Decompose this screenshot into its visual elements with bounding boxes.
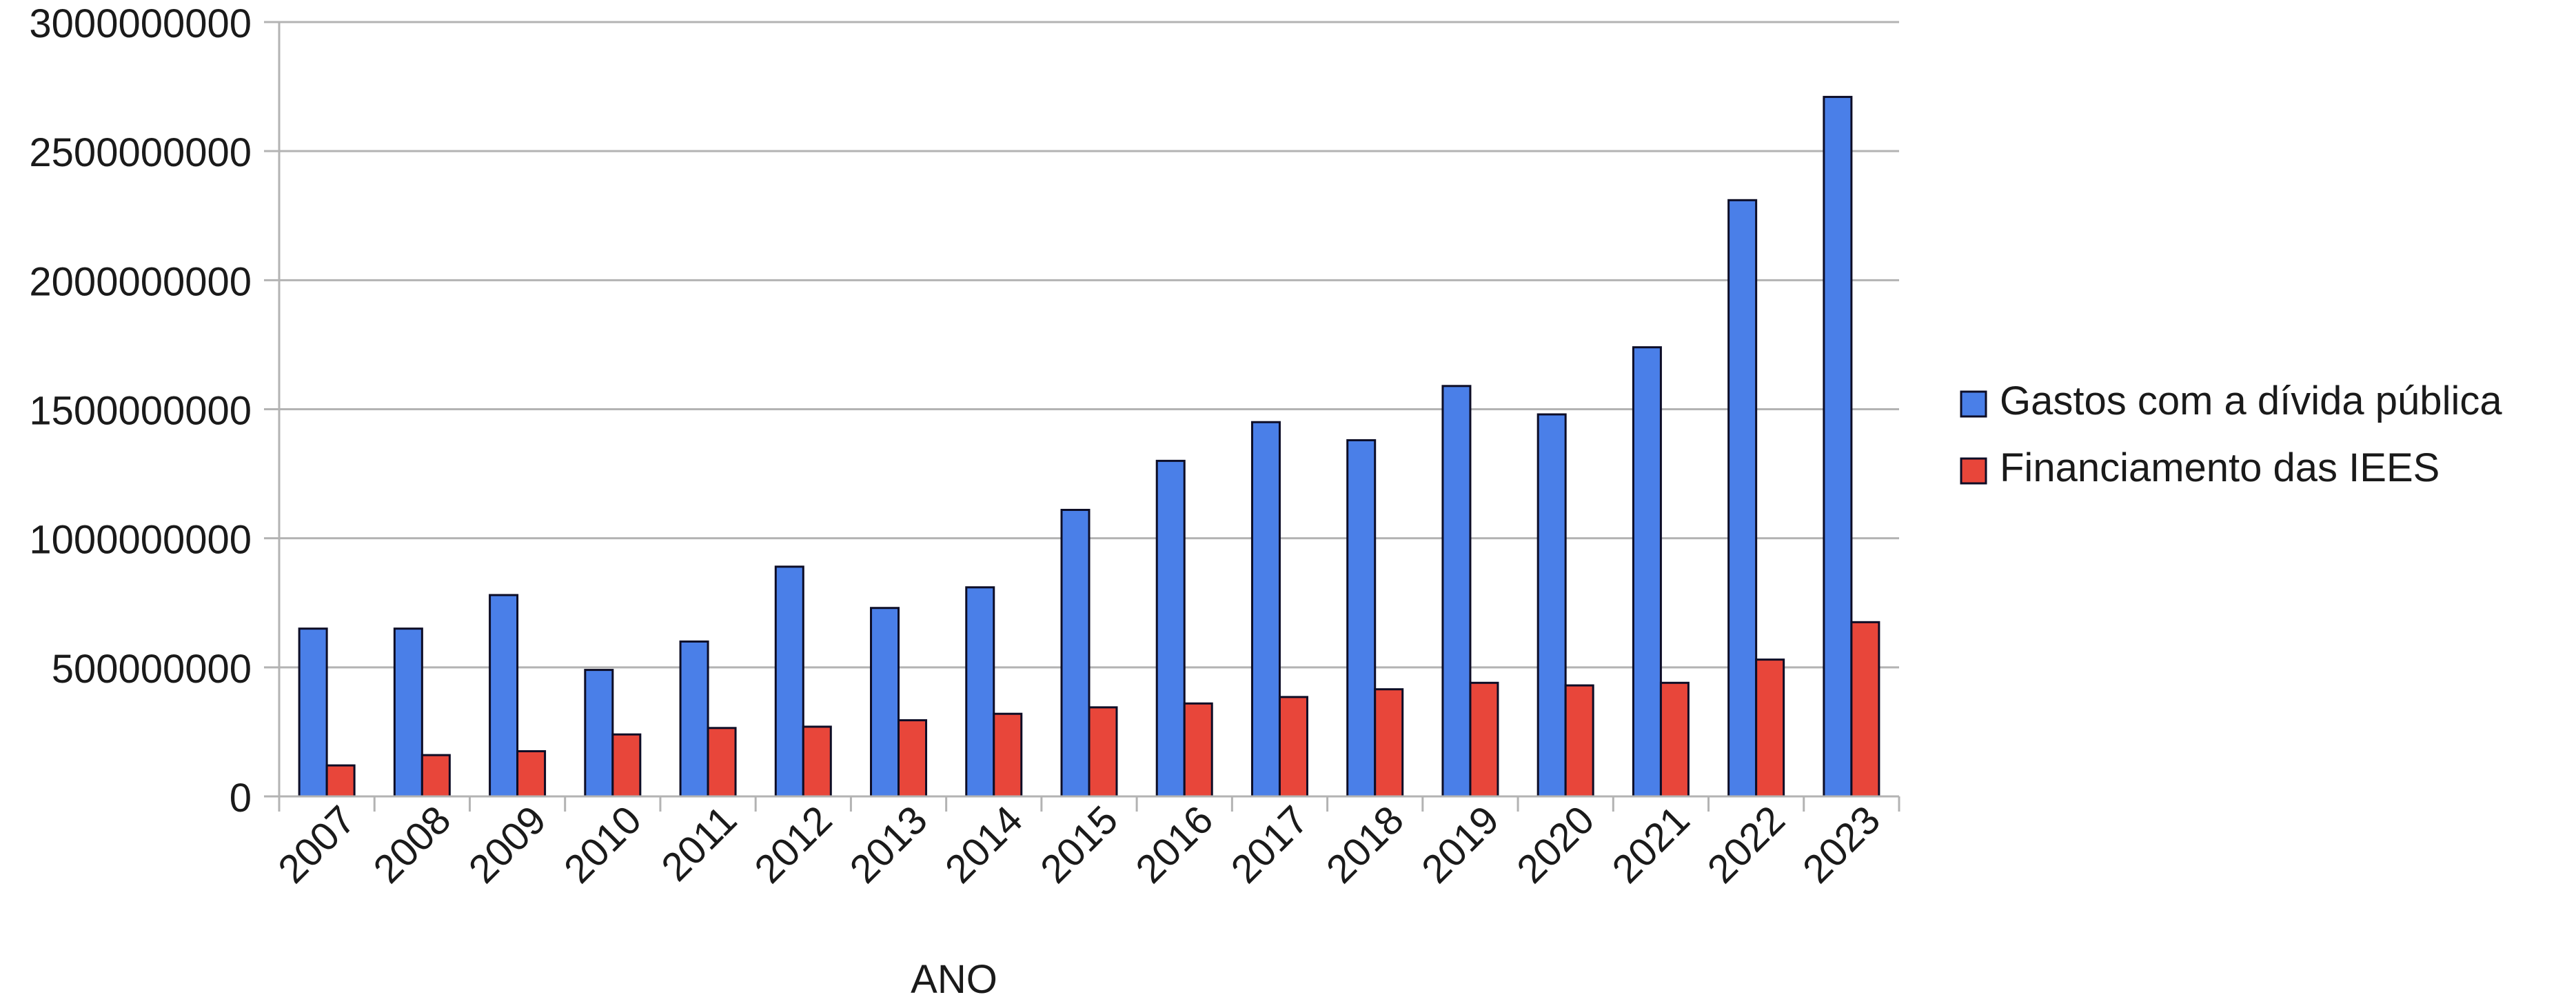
x-axis-title: ANO <box>911 957 997 1002</box>
bar-financiamento-iees <box>611 733 642 798</box>
bar-financiamento-iees <box>1088 706 1118 798</box>
x-tick-label: 2022 <box>1699 797 1794 892</box>
bar-gastos-divida <box>1060 508 1091 798</box>
bar-gastos-divida <box>584 669 614 798</box>
bar-gastos-divida <box>489 594 519 798</box>
grid-lines <box>279 21 1899 669</box>
bar-financiamento-iees <box>1659 681 1690 798</box>
bar-gastos-divida <box>679 640 709 798</box>
legend-swatch <box>1960 390 1987 418</box>
bar-financiamento-iees <box>1850 621 1880 798</box>
x-tick-label: 2023 <box>1794 797 1889 892</box>
bar-financiamento-iees <box>325 764 356 798</box>
y-tick-label: 0 <box>230 776 252 821</box>
bar-financiamento-iees <box>802 725 832 798</box>
bar-financiamento-iees <box>707 727 737 798</box>
bar-financiamento-iees <box>1183 702 1213 798</box>
x-tick-label: 2018 <box>1318 797 1412 892</box>
y-tick-label: 1500000000 <box>29 389 252 434</box>
x-tick-label: 2021 <box>1603 797 1698 892</box>
x-tick-label: 2011 <box>653 797 745 889</box>
bar-gastos-divida <box>1250 421 1281 798</box>
bar-gastos-divida <box>1823 96 1853 798</box>
y-tick-label: 3000000000 <box>29 1 252 46</box>
y-tick-label: 2000000000 <box>29 259 252 304</box>
x-tick-label: 2016 <box>1127 797 1221 892</box>
bars <box>298 96 1880 798</box>
x-tick-label: 2015 <box>1032 797 1126 892</box>
y-tick-labels: 0 500000000 1000000000 1500000000 2000000000… <box>29 1 252 821</box>
legend: Gastos com a dívida pública Financiamento… <box>1960 379 2502 490</box>
bar-gastos-divida <box>1632 346 1662 798</box>
x-tick-label: 2017 <box>1222 797 1317 892</box>
bar-financiamento-iees <box>420 754 451 798</box>
bar-financiamento-iees <box>1564 684 1594 798</box>
y-tick-label: 500000000 <box>52 647 252 692</box>
x-tick-labels: 2007 2008 2009 2010 2011 2012 2013 2014 2015 2016… <box>270 797 1889 892</box>
bar-gastos-divida <box>1155 459 1186 798</box>
y-tick-label: 1000000000 <box>29 518 252 563</box>
bar-gastos-divida <box>870 607 900 798</box>
x-tick-label: 2007 <box>270 797 364 892</box>
x-tick-label: 2013 <box>842 797 936 892</box>
x-tick-label: 2020 <box>1508 797 1603 892</box>
bar-financiamento-iees <box>516 750 547 798</box>
bar-financiamento-iees <box>1278 696 1308 798</box>
bar-financiamento-iees <box>1374 688 1404 798</box>
bar-financiamento-iees <box>1755 658 1785 798</box>
x-tick-label: 2012 <box>746 797 840 892</box>
bar-gastos-divida <box>393 627 423 798</box>
bar-gastos-divida <box>1727 199 1758 798</box>
bar-gastos-divida <box>298 627 328 798</box>
bar-gastos-divida <box>1441 385 1472 798</box>
x-tick-label: 2009 <box>460 797 555 892</box>
x-tick-label: 2008 <box>365 797 459 892</box>
x-tick-label: 2014 <box>937 797 1031 892</box>
bar-gastos-divida <box>965 586 995 798</box>
bar-gastos-divida <box>1346 439 1377 798</box>
bar-gastos-divida <box>774 565 804 798</box>
bar-financiamento-iees <box>897 719 928 798</box>
x-tick-label: 2019 <box>1413 797 1508 892</box>
legend-label: Financiamento das IEES <box>2000 445 2440 490</box>
bar-gastos-divida <box>1537 413 1567 798</box>
bar-financiamento-iees <box>1469 681 1499 798</box>
y-tick-label: 2500000000 <box>29 130 252 175</box>
legend-swatch <box>1960 457 1987 485</box>
axes <box>264 21 1900 812</box>
bar-financiamento-iees <box>993 712 1023 798</box>
x-tick-label: 2010 <box>556 797 650 892</box>
legend-label: Gastos com a dívida pública <box>2000 379 2502 423</box>
